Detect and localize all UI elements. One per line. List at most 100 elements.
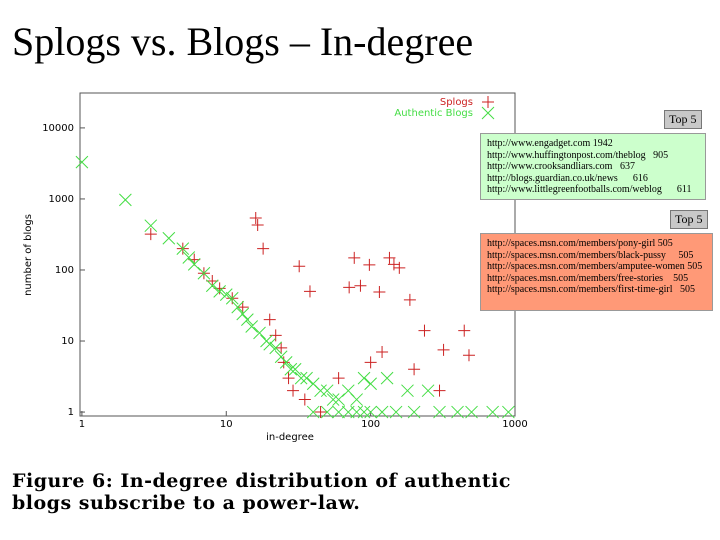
legend-marker xyxy=(482,96,494,108)
point xyxy=(364,356,377,369)
point xyxy=(320,384,334,398)
point xyxy=(236,307,250,321)
point xyxy=(320,405,334,419)
point xyxy=(187,258,201,271)
y-tick-label: 10 xyxy=(61,336,74,347)
y-tick-label: 100 xyxy=(55,265,74,276)
list-item: http://spaces.msn.com/members/first-time… xyxy=(487,284,696,295)
list-item: http://www.engadget.com 1942 xyxy=(487,138,613,149)
slide-title: Splogs vs. Blogs – In-degree xyxy=(12,19,474,64)
list-item: http://spaces.msn.com/members/pony-girl … xyxy=(487,238,673,249)
point xyxy=(176,242,190,255)
top-heading: Top 5 xyxy=(670,210,708,229)
point xyxy=(332,372,345,385)
top-list: http://spaces.msn.com/members/pony-girl … xyxy=(480,233,713,311)
point xyxy=(144,228,157,241)
legend-label: Authentic Blogs xyxy=(394,108,473,119)
point xyxy=(253,326,266,340)
point xyxy=(306,405,320,419)
y-tick-label: 10000 xyxy=(42,123,74,134)
point xyxy=(348,251,361,264)
point xyxy=(162,231,176,245)
point xyxy=(407,405,421,419)
figure-caption: Figure 6: In-degree distribution of auth… xyxy=(12,470,511,514)
point xyxy=(249,211,262,224)
point xyxy=(257,242,270,255)
point xyxy=(408,363,421,376)
point xyxy=(357,405,371,419)
legend-marker xyxy=(481,106,495,120)
point xyxy=(421,384,435,398)
point xyxy=(451,405,464,419)
point xyxy=(231,300,245,314)
list-item: http://spaces.msn.com/members/free-stori… xyxy=(487,272,689,284)
x-tick-label: 1 xyxy=(79,419,85,430)
point xyxy=(314,384,327,398)
point xyxy=(213,285,227,298)
point xyxy=(245,320,259,333)
point xyxy=(206,274,219,287)
point xyxy=(197,266,211,280)
point xyxy=(502,405,515,419)
point xyxy=(465,405,478,419)
point xyxy=(288,362,302,376)
point xyxy=(225,291,239,305)
point xyxy=(119,193,132,207)
point xyxy=(373,285,386,298)
point xyxy=(380,371,394,385)
point xyxy=(486,405,499,419)
point xyxy=(251,218,264,231)
point xyxy=(275,341,288,354)
point xyxy=(364,405,377,419)
point xyxy=(376,346,389,359)
list-item: http://spaces.msn.com/members/black-puss… xyxy=(487,249,694,261)
list-item: http://www.crooksandliars.com 637 xyxy=(487,161,635,172)
legend-label: Splogs xyxy=(440,97,473,108)
point xyxy=(236,301,249,314)
point xyxy=(144,219,158,233)
point xyxy=(300,371,313,385)
point xyxy=(263,313,276,326)
point xyxy=(418,324,431,337)
point xyxy=(458,324,471,337)
point xyxy=(303,285,316,298)
point xyxy=(433,405,446,419)
point xyxy=(293,260,306,273)
point xyxy=(332,393,345,406)
point xyxy=(287,384,300,397)
list-item: http://blogs.guardian.co.uk/news 616 xyxy=(487,172,648,184)
point xyxy=(357,371,371,385)
point xyxy=(354,279,367,292)
point xyxy=(350,393,363,406)
point xyxy=(263,337,277,351)
point xyxy=(343,281,356,294)
x-tick-label: 100 xyxy=(361,419,380,430)
point xyxy=(294,371,308,385)
point xyxy=(364,377,377,391)
point xyxy=(182,251,196,264)
point xyxy=(403,293,416,306)
point xyxy=(433,384,446,397)
point xyxy=(401,384,414,398)
point xyxy=(284,362,298,376)
point xyxy=(383,251,396,264)
point xyxy=(375,405,389,419)
point xyxy=(241,313,254,326)
point xyxy=(363,258,376,271)
point xyxy=(298,393,311,406)
point xyxy=(269,341,283,355)
point xyxy=(462,349,475,362)
x-axis-label: in-degree xyxy=(266,432,314,443)
y-tick-label: 1000 xyxy=(49,194,74,205)
point xyxy=(332,405,345,419)
point xyxy=(282,372,295,385)
point xyxy=(314,406,327,419)
y-tick-label: 1 xyxy=(68,407,74,418)
point xyxy=(75,155,89,169)
list-item: http://www.littlegreenfootballs.com/webl… xyxy=(487,184,692,195)
list-item: http://www.huffingtonpost.com/theblog 90… xyxy=(487,149,669,161)
point xyxy=(389,405,403,419)
x-tick-label: 10 xyxy=(220,419,233,430)
